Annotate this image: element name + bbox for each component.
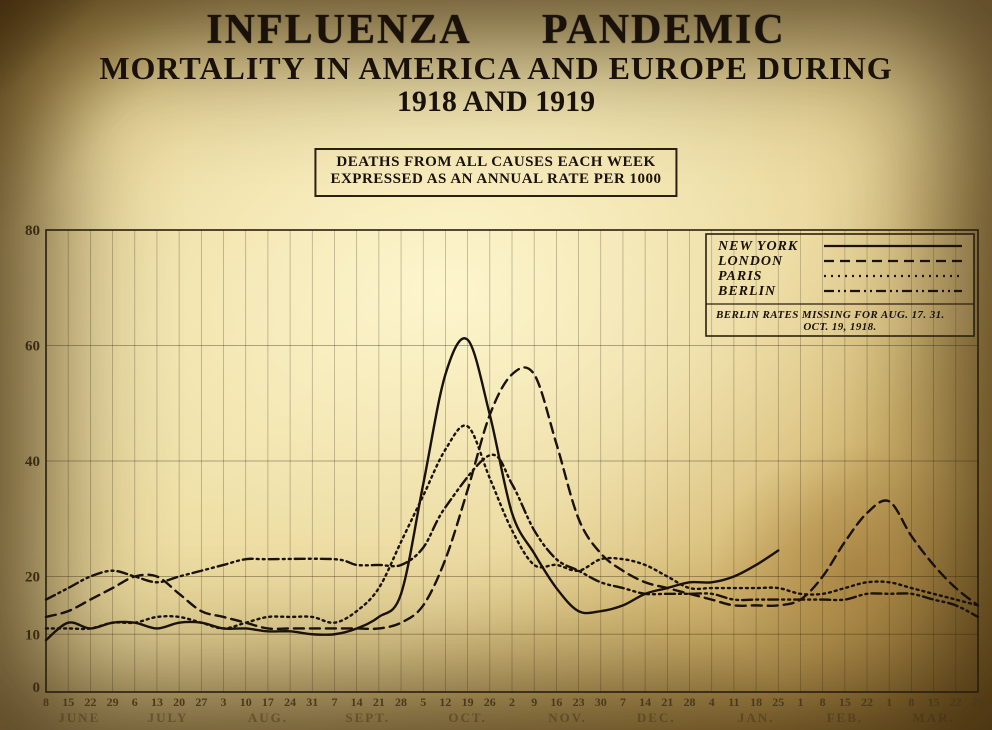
x-tick-label: 8 [43, 695, 49, 709]
x-tick-label: 22 [950, 695, 962, 709]
x-tick-label: 15 [62, 695, 74, 709]
x-month-label: FEB. [827, 710, 864, 725]
chart-page: INFLUENZA PANDEMIC MORTALITY IN AMERICA … [0, 0, 992, 730]
y-tick-label: 20 [25, 570, 40, 586]
y-tick-label: 10 [25, 627, 40, 643]
y-tick-label: 0 [33, 680, 41, 696]
title-sub: MORTALITY IN AMERICA AND EUROPE DURING [0, 50, 992, 87]
x-tick-label: 14 [639, 695, 651, 709]
x-tick-label: 2 [509, 695, 515, 709]
legend-note: BERLIN RATES MISSING FOR AUG. 17. 31. [715, 309, 945, 321]
x-tick-label: 6 [132, 695, 138, 709]
x-tick-label: 29 [107, 695, 119, 709]
x-tick-label: 29 [972, 695, 984, 709]
caption-line-1: DEATHS FROM ALL CAUSES EACH WEEK [330, 154, 661, 171]
x-tick-label: 21 [661, 695, 673, 709]
x-tick-label: 12 [439, 695, 451, 709]
x-tick-label: 23 [573, 695, 585, 709]
y-tick-label: 40 [25, 454, 40, 470]
x-tick-label: 30 [595, 695, 607, 709]
x-tick-label: 18 [750, 695, 762, 709]
caption-line-2: EXPRESSED AS AN ANNUAL RATE PER 1000 [330, 171, 661, 188]
x-tick-label: 21 [373, 695, 385, 709]
x-tick-label: 8 [820, 695, 826, 709]
x-month-label: JULY [148, 710, 189, 725]
x-tick-label: 27 [195, 695, 207, 709]
x-tick-label: 8 [908, 695, 914, 709]
title-main: INFLUENZA PANDEMIC [0, 6, 992, 54]
x-tick-label: 19 [462, 695, 474, 709]
x-tick-label: 9 [531, 695, 537, 709]
x-tick-label: 24 [284, 695, 296, 709]
x-tick-label: 7 [620, 695, 626, 709]
legend-label: PARIS [718, 269, 762, 284]
x-tick-label: 22 [861, 695, 873, 709]
x-month-label: SEPT. [345, 710, 390, 725]
x-tick-label: 26 [484, 695, 496, 709]
x-tick-label: 22 [84, 695, 96, 709]
x-month-label: JAN. [738, 710, 775, 725]
x-tick-label: 15 [839, 695, 851, 709]
title-years: 1918 AND 1919 [0, 85, 992, 119]
x-tick-label: 31 [306, 695, 318, 709]
x-month-label: NOV. [548, 710, 586, 725]
x-tick-label: 11 [728, 695, 739, 709]
x-month-label: MAR. [912, 710, 954, 725]
x-tick-label: 15 [928, 695, 940, 709]
x-month-label: AUG. [248, 710, 288, 725]
x-tick-label: 17 [262, 695, 274, 709]
y-tick-label: 80 [25, 224, 40, 239]
plot-area: 0102040608081522296132027310172431714212… [12, 224, 984, 726]
x-tick-label: 7 [331, 695, 337, 709]
x-tick-label: 1 [886, 695, 892, 709]
x-tick-label: 14 [351, 695, 363, 709]
title-block: INFLUENZA PANDEMIC MORTALITY IN AMERICA … [0, 6, 992, 119]
caption-box: DEATHS FROM ALL CAUSES EACH WEEK EXPRESS… [314, 148, 677, 197]
y-tick-label: 60 [25, 339, 40, 355]
x-tick-label: 13 [151, 695, 163, 709]
legend-label: NEW YORK [717, 239, 799, 254]
x-tick-label: 28 [684, 695, 696, 709]
x-tick-label: 3 [221, 695, 227, 709]
x-tick-label: 25 [772, 695, 784, 709]
x-month-label: OCT. [448, 710, 486, 725]
x-tick-label: 4 [709, 695, 715, 709]
x-tick-label: 1 [797, 695, 803, 709]
x-month-label: DEC. [637, 710, 676, 725]
x-tick-label: 20 [173, 695, 185, 709]
x-tick-label: 5 [420, 695, 426, 709]
x-tick-label: 28 [395, 695, 407, 709]
x-tick-label: 10 [240, 695, 252, 709]
legend-label: LONDON [717, 254, 783, 269]
legend-label: BERLIN [717, 284, 776, 299]
legend-note: OCT. 19, 1918. [803, 321, 876, 333]
x-month-label: JUNE [58, 710, 100, 725]
chart-svg: 0102040608081522296132027310172431714212… [12, 224, 984, 726]
x-tick-label: 16 [550, 695, 562, 709]
